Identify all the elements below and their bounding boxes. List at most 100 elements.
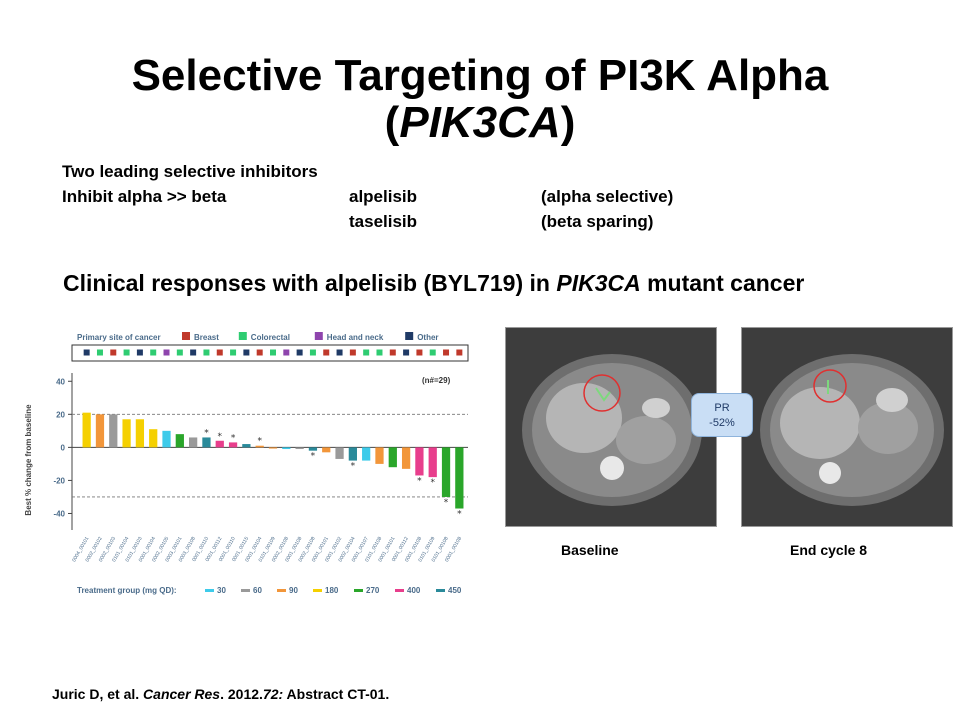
dose-legend-swatch xyxy=(277,589,286,592)
waterfall-bar xyxy=(228,442,238,448)
waterfall-bar xyxy=(362,447,371,461)
site-square xyxy=(256,349,263,356)
site-square xyxy=(96,349,103,356)
site-square xyxy=(283,349,290,356)
dose-legend-swatch xyxy=(436,589,445,592)
dose-legend-label: 270 xyxy=(366,586,380,595)
waterfall-bar xyxy=(455,447,464,509)
treatment-legend: Treatment group (mg QD): 30 60 90 180 270 400… xyxy=(77,586,462,595)
bar-marker: * xyxy=(430,478,435,488)
bar-marker: * xyxy=(231,433,236,443)
dose-legend-label: 400 xyxy=(407,586,421,595)
y-tick-label: -20 xyxy=(53,476,65,485)
title-line-1: Selective Targeting of PI3K Alpha xyxy=(131,51,829,100)
headline-suffix: mutant cancer xyxy=(640,270,805,296)
waterfall-bar xyxy=(415,447,424,476)
drug-note-1: (alpha selective) xyxy=(541,187,674,206)
title-line-2: (PIK3CA) xyxy=(60,99,900,146)
slide-title: Selective Targeting of PI3K Alpha (PIK3C… xyxy=(60,52,900,146)
ct-scan-baseline xyxy=(505,327,717,527)
waterfall-bar xyxy=(375,447,384,464)
dose-legend-swatch xyxy=(395,589,404,592)
citation-journal: Cancer Res xyxy=(143,686,221,702)
waterfall-bar xyxy=(348,447,357,461)
y-tick-label: -40 xyxy=(53,509,65,518)
waterfall-bar xyxy=(135,419,145,448)
waterfall-bar xyxy=(202,437,211,448)
title-paren-open: ( xyxy=(384,98,400,147)
waterfall-bar xyxy=(268,447,278,449)
waterfall-bar xyxy=(189,437,198,448)
site-square xyxy=(123,349,130,356)
waterfall-bar xyxy=(215,440,224,448)
site-square xyxy=(416,349,423,356)
site-legend-label: Breast xyxy=(194,333,219,342)
waterfall-bar xyxy=(242,444,251,448)
site-square xyxy=(296,349,303,356)
site-square xyxy=(83,349,90,356)
drug-note-2: (beta sparing) xyxy=(541,212,654,231)
dose-legend-label: 30 xyxy=(217,586,226,595)
citation-volume: 72: xyxy=(262,686,284,702)
bar-marker: * xyxy=(457,510,462,520)
site-square xyxy=(270,349,276,356)
title-paren-close: ) xyxy=(560,98,576,147)
y-tick-label: 0 xyxy=(61,443,66,452)
ct-scan-end-cycle xyxy=(741,327,953,527)
waterfall-bar xyxy=(388,447,397,468)
site-square xyxy=(163,349,170,356)
dose-legend-label: 90 xyxy=(289,586,298,595)
site-square xyxy=(230,349,237,356)
primary-site-legend-label: Primary site of cancer xyxy=(77,333,161,342)
site-strip xyxy=(83,349,463,356)
site-square xyxy=(136,349,143,356)
site-legend-label: Colorectal xyxy=(251,333,290,342)
waterfall-bar xyxy=(441,447,451,497)
waterfall-bar xyxy=(295,447,304,450)
caption-end-cycle: End cycle 8 xyxy=(790,542,868,558)
bar-marker: * xyxy=(257,437,262,447)
y-tick-label: 40 xyxy=(56,377,65,386)
ct-baseline-image xyxy=(506,328,716,526)
section-headline: Clinical responses with alpelisib (BYL71… xyxy=(63,270,804,297)
site-square xyxy=(349,349,356,356)
chart-axes: 40 20 0 -20 -40 xyxy=(53,373,468,530)
waterfall-bar xyxy=(149,429,158,448)
waterfall-bar xyxy=(322,447,331,453)
waterfall-bar xyxy=(82,412,91,448)
site-square xyxy=(403,349,410,356)
site-square xyxy=(309,349,316,356)
treatment-legend-label: Treatment group (mg QD): xyxy=(77,586,177,595)
primary-site-legend: Primary site of cancer Breast Colorectal H… xyxy=(77,332,439,342)
site-legend-swatch xyxy=(314,332,323,340)
waterfall-bar xyxy=(175,434,184,448)
dose-legend-swatch xyxy=(241,589,250,592)
waterfall-bar xyxy=(122,419,131,448)
site-square xyxy=(323,349,330,356)
site-square xyxy=(376,349,383,356)
bar-marker: * xyxy=(444,498,449,508)
bar-marker: * xyxy=(351,462,356,472)
bar-marker: * xyxy=(218,432,223,442)
citation-rest-2: Abstract CT-01. xyxy=(283,686,390,702)
bar-series: * * * * * * * * * * xyxy=(82,412,464,520)
bar-marker: * xyxy=(311,452,316,462)
waterfall-bar xyxy=(162,430,171,448)
citation-authors: Juric D, et al. xyxy=(52,686,144,702)
site-legend-label: Head and neck xyxy=(327,333,384,342)
site-square xyxy=(363,349,370,356)
waterfall-chart: Primary site of cancer Breast Colorectal H… xyxy=(24,332,469,595)
waterfall-bar xyxy=(335,447,344,459)
site-square xyxy=(456,349,463,356)
waterfall-bar xyxy=(428,447,437,478)
waterfall-bar xyxy=(401,447,411,469)
site-square xyxy=(336,349,343,356)
caption-baseline: Baseline xyxy=(561,542,619,558)
waterfall-bar xyxy=(109,414,118,448)
intro-line: Two leading selective inhibitors xyxy=(62,162,318,181)
dose-legend-swatch xyxy=(354,589,363,592)
site-square xyxy=(150,349,157,356)
title-gene-name: PIK3CA xyxy=(399,98,561,147)
site-square xyxy=(110,349,117,356)
site-square xyxy=(190,349,197,356)
